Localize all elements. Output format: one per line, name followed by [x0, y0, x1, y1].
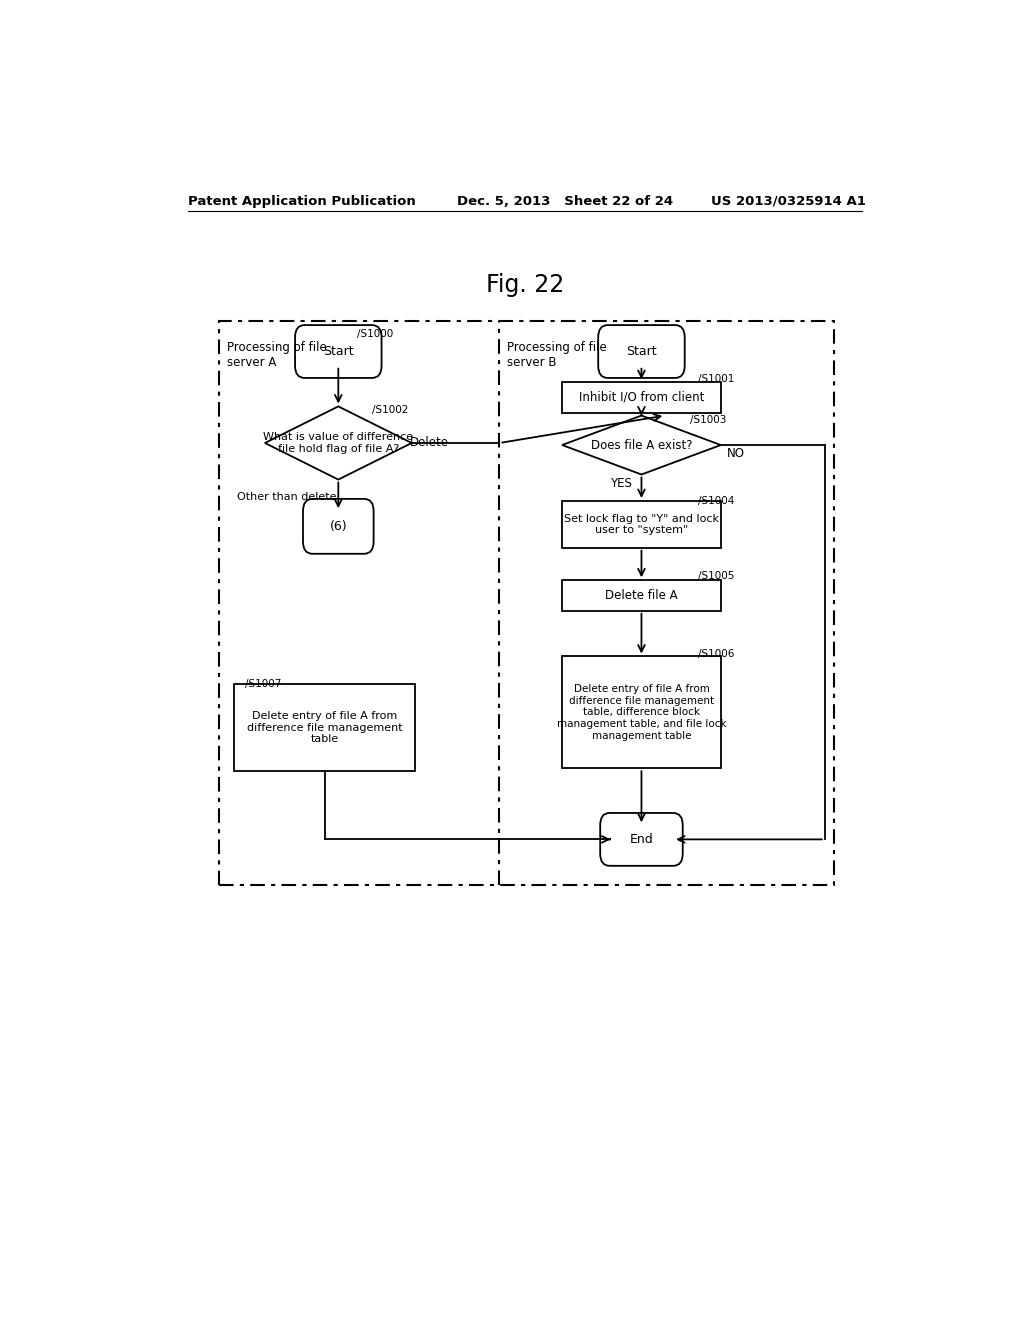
Text: Delete entry of file A from
difference file management
table: Delete entry of file A from difference f… — [247, 711, 402, 744]
Text: Inhibit I/O from client: Inhibit I/O from client — [579, 391, 705, 404]
FancyBboxPatch shape — [562, 500, 721, 548]
Text: /S1005: /S1005 — [697, 572, 734, 581]
Polygon shape — [562, 416, 721, 474]
Text: Patent Application Publication: Patent Application Publication — [187, 194, 416, 207]
Text: (6): (6) — [330, 520, 347, 533]
Text: /S1002: /S1002 — [373, 404, 409, 414]
Text: /S1003: /S1003 — [690, 414, 726, 425]
FancyBboxPatch shape — [562, 656, 721, 768]
FancyBboxPatch shape — [219, 321, 835, 886]
Text: Start: Start — [626, 345, 656, 358]
Text: Processing of file
server B: Processing of file server B — [507, 342, 607, 370]
Text: Start: Start — [323, 345, 353, 358]
Text: Delete entry of file A from
difference file management
table, difference block
m: Delete entry of file A from difference f… — [557, 684, 726, 741]
FancyBboxPatch shape — [303, 499, 374, 554]
Text: Set lock flag to "Y" and lock
user to "system": Set lock flag to "Y" and lock user to "s… — [564, 513, 719, 535]
FancyBboxPatch shape — [562, 381, 721, 412]
FancyBboxPatch shape — [562, 581, 721, 611]
FancyBboxPatch shape — [295, 325, 382, 378]
FancyBboxPatch shape — [600, 813, 683, 866]
Text: NO: NO — [727, 446, 745, 459]
Text: YES: YES — [610, 477, 633, 490]
FancyBboxPatch shape — [598, 325, 685, 378]
Text: Delete: Delete — [410, 437, 449, 450]
Text: Other than delete: Other than delete — [237, 492, 337, 502]
FancyBboxPatch shape — [234, 684, 416, 771]
Text: Delete file A: Delete file A — [605, 589, 678, 602]
Text: US 2013/0325914 A1: US 2013/0325914 A1 — [712, 194, 866, 207]
Text: Does file A exist?: Does file A exist? — [591, 438, 692, 451]
Text: What is value of difference
file hold flag of file A?: What is value of difference file hold fl… — [263, 432, 414, 454]
Text: /S1001: /S1001 — [697, 374, 734, 384]
Text: Fig. 22: Fig. 22 — [485, 273, 564, 297]
Text: End: End — [630, 833, 653, 846]
Text: Processing of file
server A: Processing of file server A — [227, 342, 327, 370]
Polygon shape — [265, 407, 412, 479]
Text: Dec. 5, 2013   Sheet 22 of 24: Dec. 5, 2013 Sheet 22 of 24 — [458, 194, 674, 207]
Text: /S1006: /S1006 — [697, 649, 734, 660]
Text: /S1007: /S1007 — [246, 678, 282, 689]
Text: /S1000: /S1000 — [356, 329, 393, 339]
Text: /S1004: /S1004 — [697, 496, 734, 506]
